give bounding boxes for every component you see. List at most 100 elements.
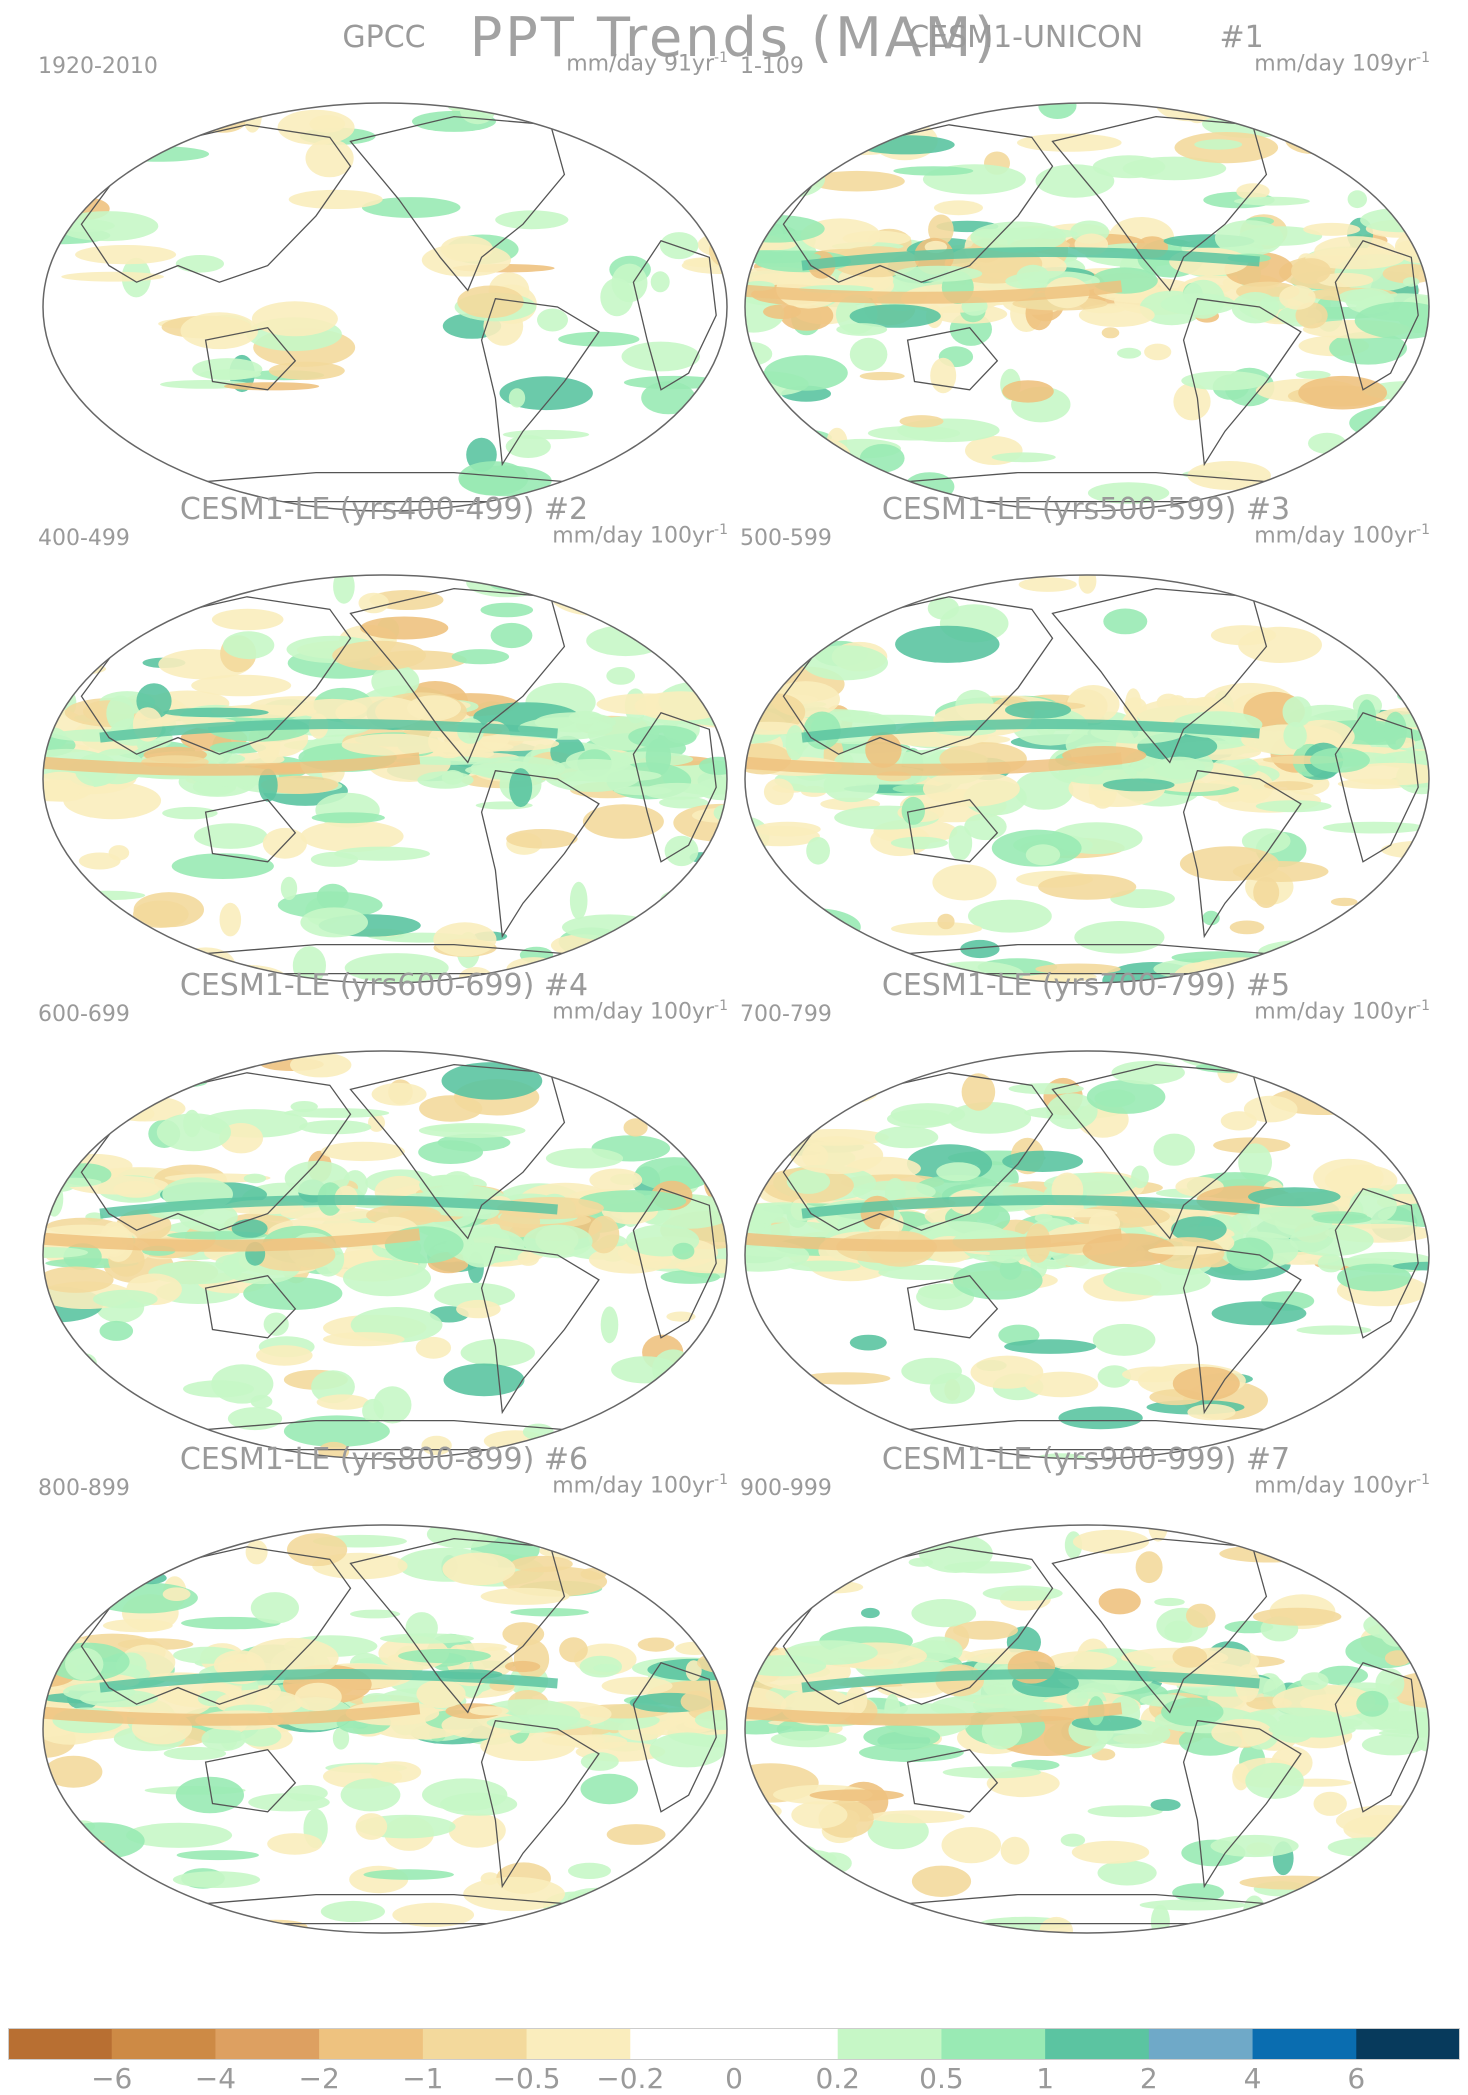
trend-patch bbox=[968, 899, 1052, 933]
trend-patch bbox=[784, 1081, 878, 1106]
trend-patch bbox=[1310, 747, 1370, 773]
trend-patch bbox=[675, 1641, 714, 1655]
trend-patch bbox=[745, 1051, 770, 1072]
colorbar-segment bbox=[422, 2028, 528, 2060]
trend-patch bbox=[332, 640, 426, 671]
units-exponent: -1 bbox=[714, 1472, 728, 1488]
trend-patch bbox=[1337, 1263, 1412, 1292]
trend-patch bbox=[657, 599, 681, 631]
trend-patch bbox=[704, 1166, 727, 1201]
map-panel: CESM1-LE (yrs900-999) #7 900-999 mm/day 10… bbox=[736, 1442, 1436, 1934]
map-panel: GPCC 1920-2010 mm/day 91yr-1 bbox=[34, 20, 734, 512]
trend-patch bbox=[463, 1876, 565, 1912]
trend-patch bbox=[1024, 1371, 1099, 1398]
trend-patch bbox=[163, 707, 269, 718]
trend-patch bbox=[510, 1555, 573, 1573]
trend-patch bbox=[1211, 1718, 1273, 1747]
trend-patch bbox=[1087, 482, 1170, 504]
panel-units: mm/day 100yr-1 bbox=[552, 522, 728, 548]
trend-patch bbox=[917, 1284, 964, 1300]
colorbar-segment bbox=[111, 2028, 216, 2060]
trend-patch bbox=[745, 153, 774, 184]
trend-patch bbox=[1018, 577, 1077, 592]
trend-patch bbox=[300, 820, 404, 852]
trend-patch bbox=[1092, 1323, 1156, 1356]
trend-patch bbox=[1047, 1651, 1118, 1671]
trend-patch bbox=[1102, 778, 1175, 792]
trend-patch bbox=[1371, 1878, 1402, 1918]
trend-patch bbox=[419, 1095, 483, 1122]
itcz-band bbox=[801, 1669, 1260, 1693]
trend-patch bbox=[1131, 1165, 1149, 1189]
trend-patch bbox=[462, 1242, 499, 1268]
trend-patch bbox=[1316, 272, 1374, 288]
colorbar-tick-label: 0.5 bbox=[919, 2062, 964, 2095]
trend-patch bbox=[305, 139, 354, 178]
trend-patch bbox=[1392, 1261, 1429, 1271]
trend-patch bbox=[358, 592, 389, 614]
trend-patch bbox=[895, 625, 1000, 663]
trend-patch bbox=[672, 1242, 695, 1260]
trend-patch bbox=[1300, 1672, 1329, 1690]
trend-patch bbox=[1361, 1734, 1426, 1756]
trend-patch bbox=[675, 1258, 727, 1274]
trend-patch bbox=[745, 149, 833, 163]
map-border bbox=[42, 102, 728, 512]
trend-patch bbox=[859, 1743, 964, 1762]
trend-patch bbox=[371, 1082, 427, 1106]
trend-patch bbox=[1347, 190, 1367, 209]
trend-patch bbox=[1087, 1805, 1163, 1818]
trend-patch bbox=[786, 1169, 831, 1194]
trend-patch bbox=[578, 1190, 687, 1213]
units-exponent: -1 bbox=[714, 50, 728, 66]
trend-patch bbox=[562, 914, 657, 941]
trend-patch bbox=[589, 1168, 643, 1192]
trend-patch bbox=[451, 649, 510, 665]
trend-patch bbox=[102, 1619, 173, 1633]
panel-units: mm/day 91yr-1 bbox=[566, 50, 728, 76]
trend-patch bbox=[623, 1118, 648, 1137]
itcz-band bbox=[801, 247, 1260, 271]
trend-patch bbox=[537, 308, 568, 332]
panel-units: mm/day 109yr-1 bbox=[1254, 50, 1430, 76]
trend-patch bbox=[948, 825, 973, 861]
units-label: mm/day bbox=[552, 1473, 643, 1499]
trend-patch bbox=[802, 645, 888, 681]
trend-patch bbox=[1300, 1880, 1352, 1917]
colorbar-tick-label: −4 bbox=[194, 2062, 237, 2095]
trend-patch bbox=[928, 214, 954, 245]
trend-patch bbox=[1025, 844, 1061, 866]
trend-patch bbox=[863, 1725, 941, 1749]
trend-patch bbox=[363, 1869, 454, 1880]
coastline bbox=[632, 240, 717, 391]
trend-patch bbox=[437, 1133, 511, 1152]
trend-patch bbox=[600, 1306, 619, 1344]
trend-patch bbox=[991, 452, 1056, 463]
trend-patch bbox=[847, 103, 865, 121]
trend-patch bbox=[1139, 1899, 1246, 1911]
trend-patch bbox=[751, 146, 809, 158]
units-exponent: -1 bbox=[714, 998, 728, 1014]
panel-title: CESM1-LE (yrs800-899) #6 bbox=[34, 1442, 734, 1477]
trend-patch bbox=[1144, 343, 1172, 361]
coastline bbox=[1051, 1063, 1268, 1240]
trend-patch bbox=[849, 1334, 887, 1351]
trend-patch bbox=[299, 1120, 372, 1135]
itcz-band bbox=[99, 1669, 558, 1693]
trend-patch bbox=[1375, 1668, 1405, 1700]
trend-patch bbox=[245, 1540, 268, 1565]
trend-patch bbox=[1229, 920, 1265, 935]
trend-patch bbox=[320, 1141, 405, 1162]
trend-patch bbox=[800, 1372, 891, 1385]
trend-patch bbox=[899, 415, 944, 428]
trend-patch bbox=[1338, 459, 1391, 481]
trend-patch bbox=[180, 312, 259, 350]
panel-title-text: CESM1-LE (yrs900-999) bbox=[881, 1442, 1237, 1477]
trend-patch bbox=[595, 1531, 632, 1567]
trend-patch bbox=[745, 1867, 792, 1888]
trend-patch bbox=[1327, 1837, 1415, 1858]
trend-patch bbox=[753, 1901, 844, 1911]
map-border bbox=[744, 102, 1430, 512]
trend-patch bbox=[1372, 1395, 1429, 1412]
trend-patch bbox=[1066, 1689, 1089, 1707]
